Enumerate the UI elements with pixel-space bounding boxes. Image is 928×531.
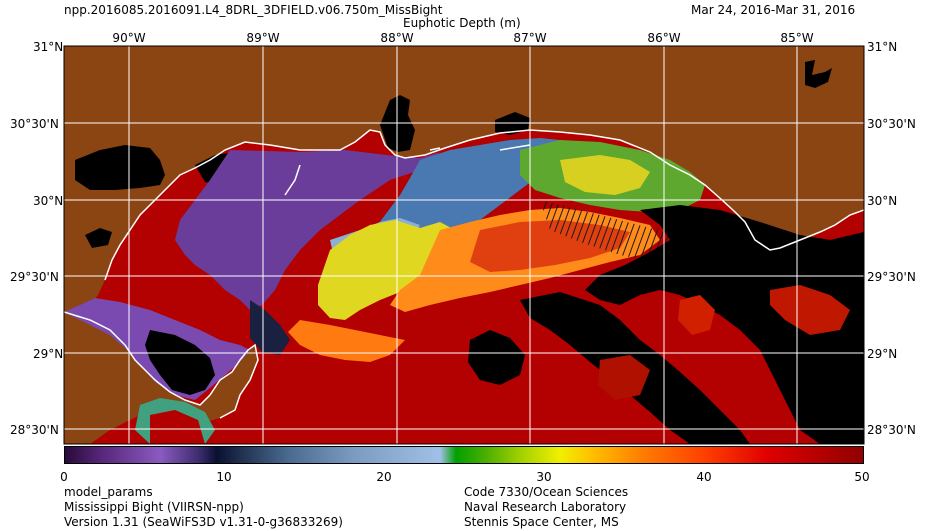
file-name-title: npp.2016085.2016091.L4_8DRL_3DFIELD.v06.… bbox=[64, 3, 443, 17]
lat-label-right-31n: 31°N bbox=[867, 40, 898, 54]
lon-label-90w: 90°W bbox=[112, 31, 146, 45]
coastline bbox=[104, 129, 864, 281]
delta-tip-red bbox=[150, 410, 205, 444]
lake-pontchartrain bbox=[75, 145, 165, 190]
lat-label-left-29n: 29°N bbox=[33, 347, 64, 361]
shelf-darkblue bbox=[250, 300, 290, 355]
lat-label-left-2830n: 28°30'N bbox=[10, 423, 59, 437]
lon-label-85w: 85°W bbox=[780, 31, 814, 45]
redpatch-east-2 bbox=[770, 285, 850, 335]
zone-yellow-west bbox=[318, 220, 470, 320]
product-title: Euphotic Depth (m) bbox=[403, 16, 521, 30]
lat-label-left-2930n: 29°30'N bbox=[10, 270, 59, 284]
colorbar-tick-50: 50 bbox=[854, 470, 870, 484]
nodata-east bbox=[585, 205, 864, 444]
redpatch-east-1 bbox=[678, 295, 715, 335]
nodata-south bbox=[468, 330, 525, 385]
lat-label-right-3030n: 30°30'N bbox=[867, 117, 916, 131]
footer-lab: Naval Research Laboratory bbox=[464, 500, 627, 514]
land-delta bbox=[64, 312, 258, 444]
nodata-west-coast bbox=[145, 330, 215, 395]
footer-model-params: model_params bbox=[64, 485, 153, 499]
lat-label-left-30n: 30°N bbox=[33, 194, 64, 208]
footer-version: Version 1.31 (SeaWiFS3D v1.31-0-g3683326… bbox=[64, 515, 343, 529]
shelf-purple bbox=[175, 150, 440, 310]
lat-label-right-29n: 29°N bbox=[867, 347, 898, 361]
lat-label-right-30n: 30°N bbox=[867, 194, 898, 208]
coastline-delta bbox=[64, 311, 259, 419]
lon-label-88w: 88°W bbox=[380, 31, 414, 45]
colorbar-tick-30: 30 bbox=[536, 470, 552, 484]
lon-label-89w: 89°W bbox=[246, 31, 280, 45]
date-range: Mar 24, 2016-Mar 31, 2016 bbox=[691, 3, 856, 17]
footer-location: Stennis Space Center, MS bbox=[464, 515, 619, 529]
lon-label-86w: 86°W bbox=[647, 31, 681, 45]
small-lake bbox=[85, 228, 112, 248]
zone-yellow-east bbox=[560, 155, 650, 195]
barrier-islands bbox=[284, 144, 531, 196]
footer-code: Code 7330/Ocean Sciences bbox=[464, 485, 629, 499]
lat-label-right-2930n: 29°30'N bbox=[867, 270, 916, 284]
lat-label-left-31n: 31°N bbox=[33, 40, 64, 54]
lon-label-87w: 87°W bbox=[513, 31, 547, 45]
colorbar-tick-10: 10 bbox=[216, 470, 232, 484]
footer-region: Mississippi Bight (VIIRSN-npp) bbox=[64, 500, 244, 514]
lat-label-left-3030n: 30°30'N bbox=[10, 117, 59, 131]
colorbar-tick-0: 0 bbox=[60, 470, 68, 484]
lat-label-right-2830n: 28°30'N bbox=[867, 423, 916, 437]
colorbar-tick-40: 40 bbox=[696, 470, 712, 484]
inland-lake bbox=[805, 60, 832, 88]
redpatch-east-3 bbox=[598, 355, 650, 400]
zone-orange-south bbox=[288, 320, 405, 362]
map-frame bbox=[63, 45, 865, 445]
graticule bbox=[64, 46, 864, 444]
colorbar-tick-20: 20 bbox=[376, 470, 392, 484]
colorbar bbox=[64, 446, 864, 464]
